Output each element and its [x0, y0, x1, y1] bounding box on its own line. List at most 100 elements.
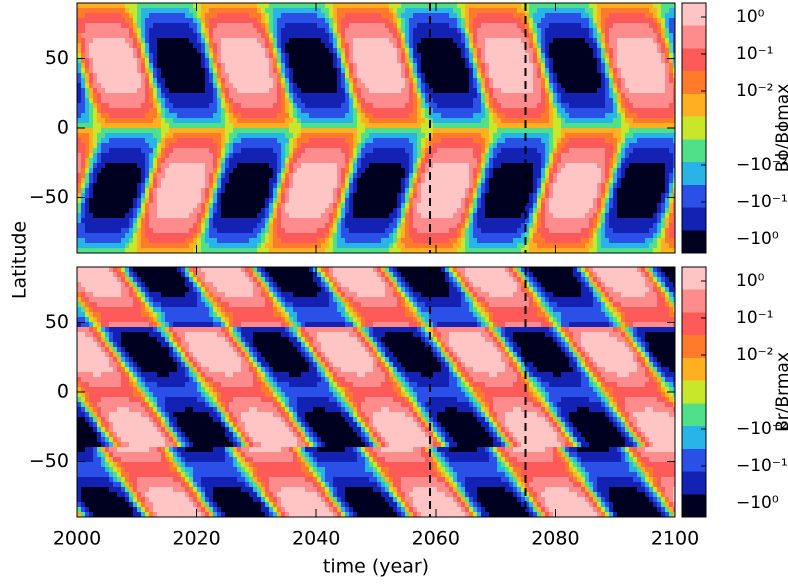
- contour-cell: [209, 48, 213, 53]
- contour-cell: [417, 63, 421, 68]
- contour-cell: [577, 98, 581, 103]
- contour-cell: [661, 68, 665, 73]
- contour-cell: [505, 18, 509, 23]
- contour-cell: [241, 163, 245, 168]
- contour-cell: [105, 108, 109, 113]
- contour-cell: [437, 123, 441, 128]
- contour-cell: [81, 43, 85, 48]
- contour-cell: [381, 63, 385, 68]
- contour-cell: [169, 68, 173, 73]
- contour-cell: [277, 108, 281, 113]
- contour-cell: [441, 8, 445, 13]
- contour-cell: [345, 83, 349, 88]
- contour-cell: [137, 13, 141, 18]
- contour-cell: [161, 53, 165, 58]
- contour-cell: [505, 33, 509, 38]
- contour-cell: [665, 153, 669, 158]
- contour-cell: [601, 78, 605, 83]
- contour-cell: [505, 58, 509, 63]
- contour-cell: [285, 158, 289, 163]
- contour-cell: [109, 23, 113, 28]
- contour-cell: [401, 108, 405, 113]
- contour-cell: [493, 73, 497, 78]
- contour-cell: [597, 123, 601, 128]
- contour-cell: [393, 63, 397, 68]
- contour-cell: [417, 28, 421, 33]
- contour-cell: [649, 78, 653, 83]
- contour-cell: [213, 143, 217, 148]
- contour-cell: [265, 3, 269, 8]
- contour-cell: [361, 113, 365, 118]
- contour-cell: [465, 108, 469, 113]
- contour-cell: [509, 73, 513, 78]
- contour-cell: [613, 113, 617, 118]
- contour-cell: [101, 148, 105, 153]
- contour-cell: [245, 8, 249, 13]
- contour-cell: [657, 88, 661, 93]
- contour-cell: [505, 163, 509, 168]
- contour-cell: [225, 28, 229, 33]
- contour-cell: [281, 58, 285, 63]
- contour-cell: [477, 128, 481, 133]
- contour-cell: [257, 3, 261, 8]
- contour-cell: [485, 103, 489, 108]
- contour-cell: [253, 3, 257, 8]
- contour-cell: [185, 133, 189, 138]
- contour-cell: [637, 43, 641, 48]
- contour-cell: [581, 18, 585, 23]
- contour-cell: [81, 73, 85, 78]
- contour-cell: [305, 78, 309, 83]
- contour-cell: [349, 153, 353, 158]
- contour-cell: [437, 38, 441, 43]
- contour-cell: [485, 123, 489, 128]
- contour-cell: [321, 53, 325, 58]
- contour-cell: [317, 128, 321, 133]
- contour-cell: [389, 98, 393, 103]
- contour-cell: [241, 83, 245, 88]
- contour-cell: [453, 163, 457, 168]
- contour-cell: [529, 8, 533, 13]
- contour-cell: [381, 108, 385, 113]
- contour-cell: [377, 38, 381, 43]
- contour-cell: [121, 103, 125, 108]
- contour-cell: [669, 78, 673, 83]
- contour-cell: [561, 78, 565, 83]
- contour-cell: [301, 3, 305, 8]
- contour-cell: [361, 138, 365, 143]
- contour-cell: [585, 28, 589, 33]
- contour-cell: [257, 63, 261, 68]
- contour-cell: [185, 63, 189, 68]
- contour-cell: [489, 103, 493, 108]
- contour-cell: [625, 8, 629, 13]
- contour-cell: [557, 143, 561, 148]
- contour-cell: [329, 133, 333, 138]
- contour-cell: [285, 18, 289, 23]
- contour-cell: [405, 38, 409, 43]
- contour-cell: [645, 123, 649, 128]
- contour-cell: [393, 163, 397, 168]
- contour-cell: [333, 28, 337, 33]
- contour-cell: [501, 33, 505, 38]
- contour-cell: [433, 143, 437, 148]
- contour-cell: [669, 28, 673, 33]
- contour-cell: [229, 163, 233, 168]
- contour-cell: [393, 33, 397, 38]
- contour-cell: [589, 68, 593, 73]
- contour-cell: [269, 8, 273, 13]
- contour-cell: [569, 88, 573, 93]
- contour-cell: [533, 163, 537, 168]
- contour-cell: [637, 13, 641, 18]
- contour-cell: [433, 113, 437, 118]
- contour-cell: [641, 28, 645, 33]
- contour-cell: [253, 123, 257, 128]
- contour-cell: [177, 28, 181, 33]
- contour-cell: [489, 153, 493, 158]
- contour-cell: [505, 73, 509, 78]
- contour-cell: [625, 93, 629, 98]
- contour-cell: [165, 8, 169, 13]
- contour-cell: [317, 33, 321, 38]
- contour-cell: [645, 98, 649, 103]
- contour-cell: [133, 148, 137, 153]
- contour-cell: [645, 53, 649, 58]
- contour-cell: [425, 48, 429, 53]
